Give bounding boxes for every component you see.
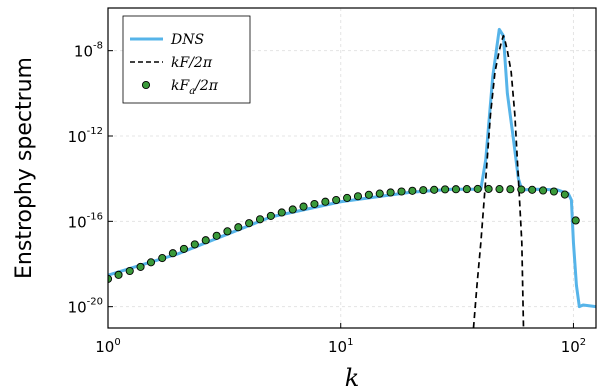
y-tick-base: 10: [68, 128, 87, 146]
y-tick-label: 10-20: [68, 297, 103, 317]
data-point: [288, 205, 297, 214]
data-point: [549, 187, 558, 196]
x-tick-exponent: 2: [580, 337, 586, 348]
x-tick-exponent: 0: [114, 337, 120, 348]
y-tick-base: 10: [68, 299, 87, 317]
x-tick-base: 10: [561, 338, 580, 356]
x-tick-label: 100: [95, 337, 120, 356]
data-point: [506, 185, 515, 194]
x-tick-base: 10: [328, 338, 347, 356]
data-point: [451, 185, 461, 194]
data-point: [375, 189, 384, 198]
data-point: [364, 190, 373, 199]
plot-frame: [107, 7, 597, 329]
series-kf-a-2: [108, 184, 580, 283]
x-tick-label: 102: [561, 337, 586, 356]
data-point: [353, 192, 363, 201]
legend: DNS kF/2π kFa/2π: [122, 15, 251, 104]
data-point: [560, 190, 569, 199]
data-point: [114, 270, 123, 279]
data-point: [462, 185, 471, 194]
y-tick-base: 10: [74, 43, 93, 61]
data-point: [136, 262, 145, 271]
data-point: [245, 219, 254, 228]
y-tick-exponent: -20: [87, 297, 103, 308]
y-tick-exponent: -12: [87, 126, 103, 137]
data-point: [310, 199, 319, 209]
data-point: [277, 208, 286, 217]
data-point: [332, 195, 341, 205]
data-point: [234, 223, 243, 232]
data-point: [528, 185, 537, 194]
data-point: [158, 254, 167, 263]
data-point: [408, 186, 417, 195]
data-point: [473, 184, 482, 193]
x-tick-base: 10: [95, 338, 114, 356]
data-point: [571, 216, 580, 225]
y-tick-exponent: -16: [87, 211, 103, 222]
data-point: [212, 231, 221, 240]
data-point: [125, 266, 134, 276]
data-point: [495, 185, 504, 194]
data-point: [168, 249, 177, 258]
data-point: [255, 215, 265, 224]
y-tick-label: 10-12: [68, 126, 103, 146]
legend-label-dns: DNS: [170, 32, 204, 48]
legend-label-kfa: kFa/2π: [171, 78, 219, 97]
data-point: [419, 186, 428, 195]
series-layer: [108, 27, 596, 328]
y-tick-label: 10-8: [74, 41, 103, 61]
y-tick-exponent: -8: [93, 41, 103, 52]
data-point: [201, 236, 210, 245]
x-tick-exponent: 1: [347, 337, 353, 348]
x-axis-title: k: [345, 364, 360, 391]
series-line-kf-2: [472, 34, 525, 328]
data-point: [397, 187, 406, 196]
data-point: [146, 258, 156, 267]
data-point: [539, 186, 548, 195]
x-tick-label: 101: [328, 337, 353, 356]
legend-swatch-kfa: [141, 80, 151, 90]
data-point: [386, 188, 395, 197]
data-point: [321, 197, 330, 206]
legend-label-kf: kF/2π: [171, 55, 213, 71]
data-point: [484, 184, 493, 193]
data-point: [299, 202, 308, 211]
data-point: [266, 211, 275, 220]
y-axis-title: Enstrophy spectrum: [12, 57, 37, 279]
y-tick-base: 10: [68, 213, 87, 231]
data-point: [343, 193, 352, 202]
data-point: [223, 227, 232, 236]
data-point: [517, 185, 526, 194]
data-point: [430, 185, 439, 194]
data-point: [179, 244, 188, 253]
data-point: [441, 185, 450, 194]
data-point: [190, 240, 199, 249]
y-tick-label: 10-16: [68, 211, 103, 231]
